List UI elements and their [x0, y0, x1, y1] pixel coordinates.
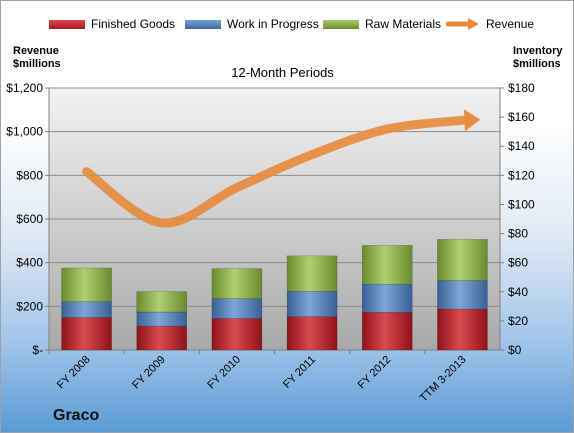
bar-raw-materials: [286, 255, 338, 292]
chart-subtitle: 12-Month Periods: [231, 65, 334, 80]
right-tick-label: $180: [508, 81, 535, 95]
left-tick-label: $1,000: [6, 125, 43, 139]
legend-raw-materials: Raw Materials: [323, 17, 441, 31]
bar-raw-materials: [211, 268, 263, 299]
bar-work-in-progress: [437, 280, 488, 310]
left-tick-label: $400: [16, 256, 43, 270]
right-tick-label: $0: [508, 343, 522, 357]
right-axis-title-line1: Inventory: [513, 45, 563, 57]
company-name: Graco: [53, 407, 100, 424]
bar-raw-materials: [61, 267, 112, 302]
bar-finished-goods: [361, 312, 413, 351]
legend-label-finished-goods: Finished Goods: [91, 17, 176, 31]
x-tick-label: FY 2008: [55, 354, 93, 392]
legend-label-work-in-progress: Work in Progress: [227, 17, 319, 31]
legend-finished-goods: Finished Goods: [49, 17, 175, 31]
legend-label-revenue: Revenue: [486, 17, 535, 31]
revenue-arrowhead: [463, 109, 481, 132]
legend-swatch-work-in-progress: [185, 19, 221, 29]
bar-raw-materials: [437, 239, 488, 281]
left-axis-title-line2: $millions: [13, 58, 61, 70]
right-axis-title: Inventory $millions: [513, 45, 563, 71]
revenue-line: [82, 115, 467, 228]
x-tick-label: FY 2012: [356, 354, 394, 392]
bar-work-in-progress: [136, 311, 188, 327]
bar-work-in-progress: [61, 301, 112, 318]
right-tick-label: $140: [508, 139, 535, 153]
bar-work-in-progress: [286, 291, 338, 317]
legend-arrow-icon: [446, 18, 479, 30]
right-tick-label: $160: [508, 110, 535, 124]
right-tick-label: $60: [508, 256, 528, 270]
bar-finished-goods: [136, 325, 188, 351]
left-tick-label: $1,200: [6, 81, 43, 95]
legend-swatch-raw-materials: [323, 19, 359, 29]
left-tick-label: $-: [32, 343, 43, 357]
left-axis-title: Revenue $millions: [13, 45, 61, 71]
bar-raw-materials: [136, 291, 188, 313]
bar-finished-goods: [437, 308, 488, 351]
x-tick-label: FY 2009: [130, 354, 168, 392]
bar-work-in-progress: [211, 298, 263, 319]
bar-raw-materials: [361, 245, 413, 285]
left-tick-label: $600: [16, 212, 43, 226]
right-tick-label: $80: [508, 227, 528, 241]
right-tick-label: $40: [508, 285, 528, 299]
x-tick-label: FY 2011: [281, 354, 318, 391]
right-tick-label: $100: [508, 197, 535, 211]
legend-revenue: Revenue: [446, 17, 534, 31]
legend-label-raw-materials: Raw Materials: [365, 17, 442, 31]
legend-work-in-progress: Work in Progress: [185, 17, 319, 31]
x-tick-label: TTM 3-2013: [418, 354, 469, 405]
right-axis-title-line2: $millions: [513, 58, 561, 70]
bar-finished-goods: [211, 318, 263, 351]
legend-swatch-finished-goods: [49, 19, 85, 29]
bar-finished-goods: [286, 316, 338, 351]
x-tick-label: FY 2010: [205, 354, 243, 392]
right-tick-label: $20: [508, 314, 528, 328]
left-tick-label: $800: [16, 168, 43, 182]
bar-finished-goods: [61, 317, 112, 351]
right-tick-label: $120: [508, 168, 535, 182]
left-axis-title-line1: Revenue: [13, 45, 59, 57]
left-tick-label: $200: [16, 299, 43, 313]
bar-work-in-progress: [361, 283, 413, 313]
